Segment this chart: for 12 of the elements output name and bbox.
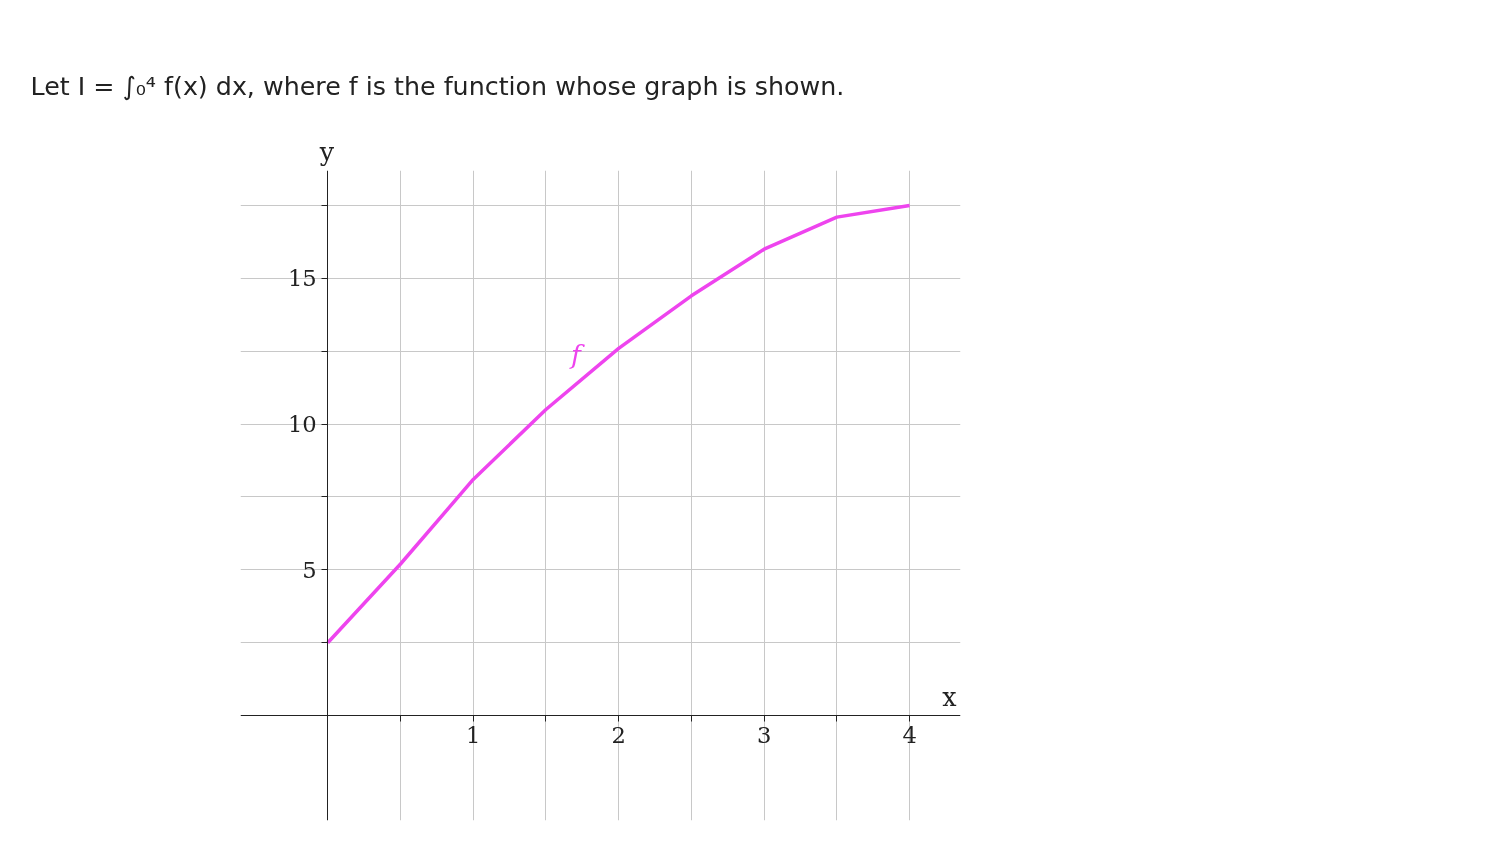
x-tick-label: 2: [611, 721, 626, 748]
series-label: f: [568, 338, 585, 370]
x-tick-label: 4: [902, 721, 917, 748]
y-tick-label: 15: [287, 265, 317, 292]
line-series: [326, 203, 912, 645]
chart-title: Let I = ∫₀⁴ f(x) dx, where f is the function whose graph is shown.: [30, 70, 845, 101]
y-tick-label: 10: [287, 411, 317, 438]
y-tick-label: 5: [302, 556, 317, 583]
y-axis-title: y: [318, 136, 335, 167]
x-tick-label: 3: [756, 721, 772, 748]
x-axis-title: x: [942, 681, 957, 712]
x-tick-label: 1: [466, 721, 481, 748]
